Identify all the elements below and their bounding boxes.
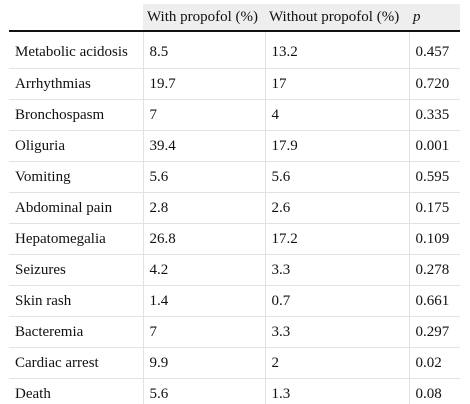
cell-without-propofol: 4 (265, 99, 410, 131)
row-label: Bacteremia (9, 316, 144, 348)
table-row: Seizures 4.2 3.3 0.278 (9, 254, 460, 286)
cell-without-propofol: 3.3 (265, 316, 410, 348)
cell-with-propofol: 39.4 (143, 130, 266, 162)
table-row: Bacteremia 7 3.3 0.297 (9, 316, 460, 348)
table-row: Arrhythmias 19.7 17 0.720 (9, 68, 460, 100)
cell-p-value: 0.457 (409, 31, 460, 69)
table-row: Skin rash 1.4 0.7 0.661 (9, 285, 460, 317)
cell-p-value: 0.001 (409, 130, 460, 162)
header-without-propofol: Without propofol (%) (265, 4, 409, 32)
header-corner (9, 4, 143, 32)
header-row: With propofol (%) Without propofol (%) p (9, 4, 460, 32)
cell-p-value: 0.595 (409, 161, 460, 193)
cell-without-propofol: 17 (265, 68, 410, 100)
row-label: Death (9, 378, 144, 404)
table-row: Metabolic acidosis 8.5 13.2 0.457 (9, 31, 460, 69)
cell-with-propofol: 19.7 (143, 68, 266, 100)
table-header: With propofol (%) Without propofol (%) p (9, 4, 460, 32)
row-label: Arrhythmias (9, 68, 144, 100)
cell-p-value: 0.720 (409, 68, 460, 100)
row-label: Vomiting (9, 161, 144, 193)
table-row: Death 5.6 1.3 0.08 (9, 378, 460, 404)
header-with-propofol: With propofol (%) (143, 4, 265, 32)
table-row: Cardiac arrest 9.9 2 0.02 (9, 347, 460, 379)
table-body: Metabolic acidosis 8.5 13.2 0.457 Arrhythmia… (9, 31, 460, 404)
cell-with-propofol: 8.5 (143, 31, 266, 69)
data-table: With propofol (%) Without propofol (%) p… (9, 4, 460, 404)
table-row: Hepatomegalia 26.8 17.2 0.109 (9, 223, 460, 255)
cell-p-value: 0.297 (409, 316, 460, 348)
cell-p-value: 0.02 (409, 347, 460, 379)
cell-p-value: 0.08 (409, 378, 460, 404)
header-p-value: p (409, 4, 460, 32)
cell-p-value: 0.175 (409, 192, 460, 224)
row-label: Cardiac arrest (9, 347, 144, 379)
cell-with-propofol: 9.9 (143, 347, 266, 379)
cell-without-propofol: 2 (265, 347, 410, 379)
cell-with-propofol: 5.6 (143, 161, 266, 193)
cell-with-propofol: 26.8 (143, 223, 266, 255)
cell-with-propofol: 1.4 (143, 285, 266, 317)
cell-p-value: 0.278 (409, 254, 460, 286)
cell-without-propofol: 17.9 (265, 130, 410, 162)
table-row: Abdominal pain 2.8 2.6 0.175 (9, 192, 460, 224)
cell-p-value: 0.661 (409, 285, 460, 317)
cell-p-value: 0.335 (409, 99, 460, 131)
table-row: Bronchospasm 7 4 0.335 (9, 99, 460, 131)
row-label: Oliguria (9, 130, 144, 162)
row-label: Metabolic acidosis (9, 31, 144, 69)
cell-without-propofol: 17.2 (265, 223, 410, 255)
table-row: Oliguria 39.4 17.9 0.001 (9, 130, 460, 162)
cell-without-propofol: 5.6 (265, 161, 410, 193)
row-label: Seizures (9, 254, 144, 286)
cell-without-propofol: 1.3 (265, 378, 410, 404)
cell-without-propofol: 13.2 (265, 31, 410, 69)
row-label: Hepatomegalia (9, 223, 144, 255)
cell-without-propofol: 2.6 (265, 192, 410, 224)
cell-without-propofol: 0.7 (265, 285, 410, 317)
cell-with-propofol: 2.8 (143, 192, 266, 224)
cell-with-propofol: 4.2 (143, 254, 266, 286)
row-label: Abdominal pain (9, 192, 144, 224)
table-row: Vomiting 5.6 5.6 0.595 (9, 161, 460, 193)
cell-with-propofol: 7 (143, 316, 266, 348)
row-label: Skin rash (9, 285, 144, 317)
cell-without-propofol: 3.3 (265, 254, 410, 286)
cell-p-value: 0.109 (409, 223, 460, 255)
cell-with-propofol: 7 (143, 99, 266, 131)
row-label: Bronchospasm (9, 99, 144, 131)
cell-with-propofol: 5.6 (143, 378, 266, 404)
